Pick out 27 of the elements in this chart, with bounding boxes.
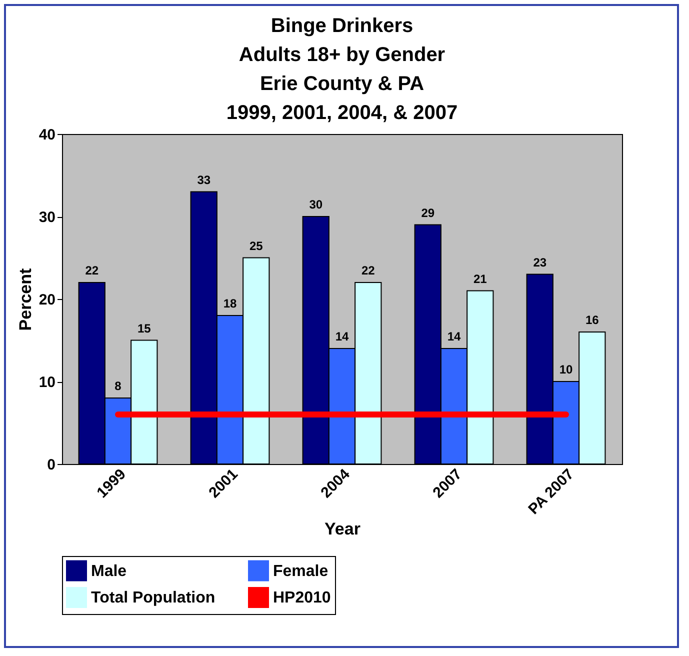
y-tick-label: 0 bbox=[47, 456, 56, 474]
legend-label: Male bbox=[91, 562, 127, 580]
y-tick-label: 10 bbox=[38, 374, 56, 391]
data-label: 18 bbox=[223, 296, 237, 310]
y-axis-title: Percent bbox=[16, 268, 35, 331]
data-label: 10 bbox=[559, 362, 573, 376]
data-label: 14 bbox=[447, 330, 461, 344]
data-label: 22 bbox=[361, 264, 376, 278]
data-label: 22 bbox=[85, 264, 99, 278]
y-tick-label: 20 bbox=[38, 292, 56, 308]
data-label: 15 bbox=[137, 321, 152, 336]
x-axis-title: Year bbox=[324, 520, 361, 539]
legend-label: HP2010 bbox=[273, 590, 331, 606]
y-tick-label: 40 bbox=[38, 126, 56, 144]
data-label: 30 bbox=[309, 198, 323, 212]
data-label: 29 bbox=[421, 206, 435, 220]
data-label: 23 bbox=[533, 255, 547, 270]
data-label: 16 bbox=[585, 313, 600, 327]
legend-label: Total Population bbox=[91, 590, 216, 606]
y-tick-label: 30 bbox=[38, 209, 56, 226]
legend-label: Female bbox=[273, 562, 328, 580]
data-label: 25 bbox=[249, 238, 264, 253]
data-label: 21 bbox=[473, 272, 488, 286]
data-label: 8 bbox=[114, 379, 122, 393]
chart-title: Binge Drinkers Adults 18+ by Gender Erie County & PA 1999, 2001, 2004, & 2007 bbox=[226, 15, 458, 124]
data-label: 14 bbox=[335, 330, 349, 344]
data-label: 33 bbox=[197, 172, 211, 187]
